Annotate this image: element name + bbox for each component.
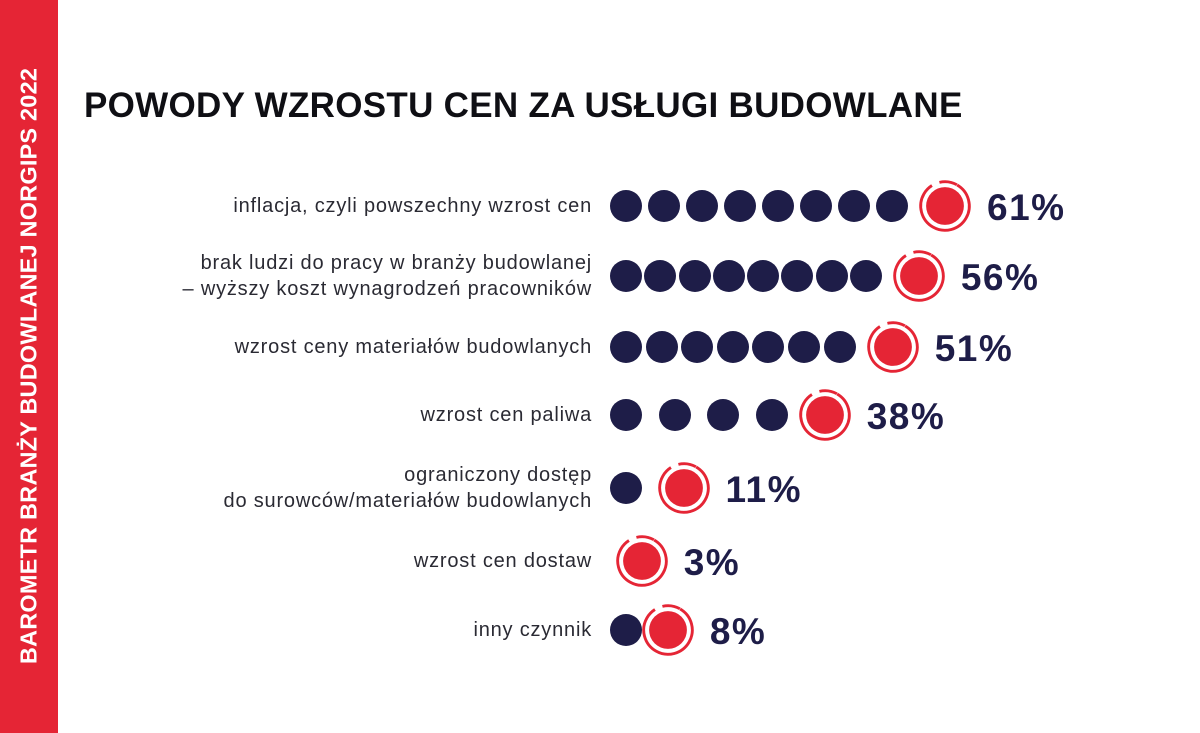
category-label: ograniczony dostęp do surowców/materiałów…: [32, 462, 592, 514]
value-marker: [615, 535, 668, 587]
category-label: wzrost ceny materiałów budowlanych: [32, 334, 592, 360]
category-label-line: wzrost ceny materiałów budowlanych: [234, 336, 592, 358]
category-label-line: brak ludzi do pracy w branży budowlanej: [200, 252, 592, 274]
category-label: wzrost cen paliwa: [32, 402, 592, 428]
value-marker: [642, 604, 694, 656]
value-dot: [849, 260, 882, 292]
category-label-line: do surowców/materiałów budowlanych: [223, 490, 592, 512]
sidebar-banner: BAROMETR BRANŻY BUDOWLANEJ NORGIPS 2022: [0, 0, 58, 733]
value-dot: [724, 190, 756, 222]
category-label: wzrost cen dostaw: [32, 548, 592, 574]
value-dot: [752, 331, 785, 363]
sidebar-title: BAROMETR BRANŻY BUDOWLANEJ NORGIPS 2022: [15, 67, 42, 665]
value-label: 8%: [709, 611, 767, 652]
value-dot: [610, 472, 642, 504]
value-dot: [716, 331, 749, 363]
value-dot: [747, 260, 780, 292]
value-dot: [686, 190, 718, 222]
value-dot: [762, 190, 794, 222]
value-label: 3%: [683, 542, 741, 583]
value-label: 61%: [987, 187, 1066, 228]
value-marker: [919, 180, 971, 232]
value-label: 38%: [866, 396, 946, 437]
value-marker: [893, 250, 945, 302]
value-dot: [610, 260, 642, 292]
value-dot: [645, 331, 678, 363]
category-label-line: ograniczony dostęp: [404, 464, 592, 486]
value-dot: [610, 614, 642, 646]
value-dot: [800, 190, 832, 222]
value-dot: [610, 190, 642, 222]
category-label-line: – wyższy koszt wynagrodzeń pracowników: [182, 278, 592, 300]
value-dot: [648, 190, 680, 222]
category-label-line: inny czynnik: [473, 619, 592, 641]
value-dot: [876, 190, 908, 222]
value-label: 11%: [725, 469, 803, 510]
category-label-line: inflacja, czyli powszechny wzrost cen: [233, 195, 592, 217]
category-label: brak ludzi do pracy w branży budowlanej –…: [32, 250, 592, 302]
category-label: inny czynnik: [32, 617, 592, 643]
value-dot: [707, 399, 740, 431]
value-dot: [610, 331, 642, 363]
value-marker: [798, 389, 851, 441]
value-dot: [678, 260, 711, 292]
value-dot: [712, 260, 745, 292]
value-label: 56%: [960, 257, 1040, 298]
category-label: inflacja, czyli powszechny wzrost cen: [32, 193, 592, 219]
value-dot: [815, 260, 848, 292]
value-dot: [781, 260, 814, 292]
value-dot: [755, 399, 788, 431]
category-label-line: wzrost cen paliwa: [420, 404, 592, 426]
value-dot: [610, 399, 642, 431]
value-dot: [788, 331, 821, 363]
value-marker: [657, 462, 710, 514]
value-dot: [681, 331, 714, 363]
value-dot: [838, 190, 870, 222]
value-dot: [644, 260, 677, 292]
value-label: 51%: [934, 328, 1014, 369]
category-label-line: wzrost cen dostaw: [413, 550, 592, 572]
value-marker: [866, 321, 919, 373]
value-dot: [823, 331, 856, 363]
chart-title: POWODY WZROSTU CEN ZA USŁUGI BUDOWLANE: [84, 86, 963, 125]
value-dot: [658, 399, 691, 431]
